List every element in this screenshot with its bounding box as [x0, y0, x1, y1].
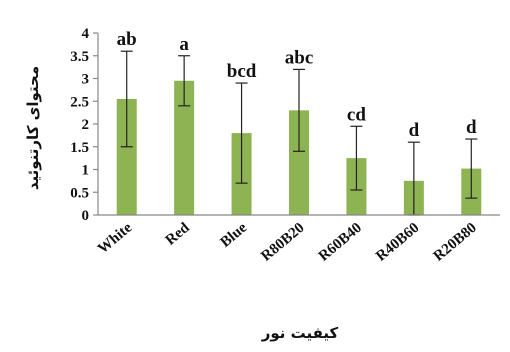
significance-letter: a — [179, 34, 189, 55]
bar — [116, 98, 137, 215]
y-tick-label: 1 — [82, 163, 90, 179]
significance-letter: abc — [285, 47, 314, 68]
significance-letter: d — [409, 120, 420, 141]
y-tick-label: 3.5 — [70, 49, 89, 65]
x-tick-label: Red — [163, 219, 194, 248]
x-tick-label: R60B40 — [316, 220, 365, 265]
x-axis-label: کیفیت نور — [261, 324, 339, 342]
y-tick-label: 2.5 — [70, 94, 89, 110]
x-tick-label: R40B60 — [373, 220, 422, 265]
y-tick-label: 3 — [82, 72, 90, 88]
significance-letter: bcd — [227, 61, 257, 82]
significance-letter: d — [466, 117, 477, 138]
x-tick-label: R20B80 — [431, 220, 480, 265]
x-tick-label: White — [95, 220, 136, 258]
bar — [174, 80, 195, 216]
y-tick-label: 0 — [82, 208, 90, 224]
bar — [289, 110, 309, 215]
significance-letters: ab a bcd abc cd d d — [117, 29, 477, 141]
y-axis: 0 0.5 1 1.5 2 2.5 3 3.5 4 — [70, 26, 99, 224]
y-tick-label: 2 — [82, 117, 90, 133]
y-tick-label: 1.5 — [70, 140, 89, 156]
x-tick-label: R80B20 — [258, 220, 307, 265]
y-axis-label: محتوای کارتنوئید — [24, 66, 42, 190]
significance-letter: ab — [117, 29, 137, 50]
significance-letter: cd — [347, 104, 366, 125]
x-axis: White Red Blue R80B20 R60B40 R40B60 R20B80 — [95, 214, 500, 265]
x-tick-label: Blue — [217, 220, 250, 251]
y-tick-label: 0.5 — [70, 185, 89, 201]
y-tick-label: 4 — [82, 26, 90, 42]
